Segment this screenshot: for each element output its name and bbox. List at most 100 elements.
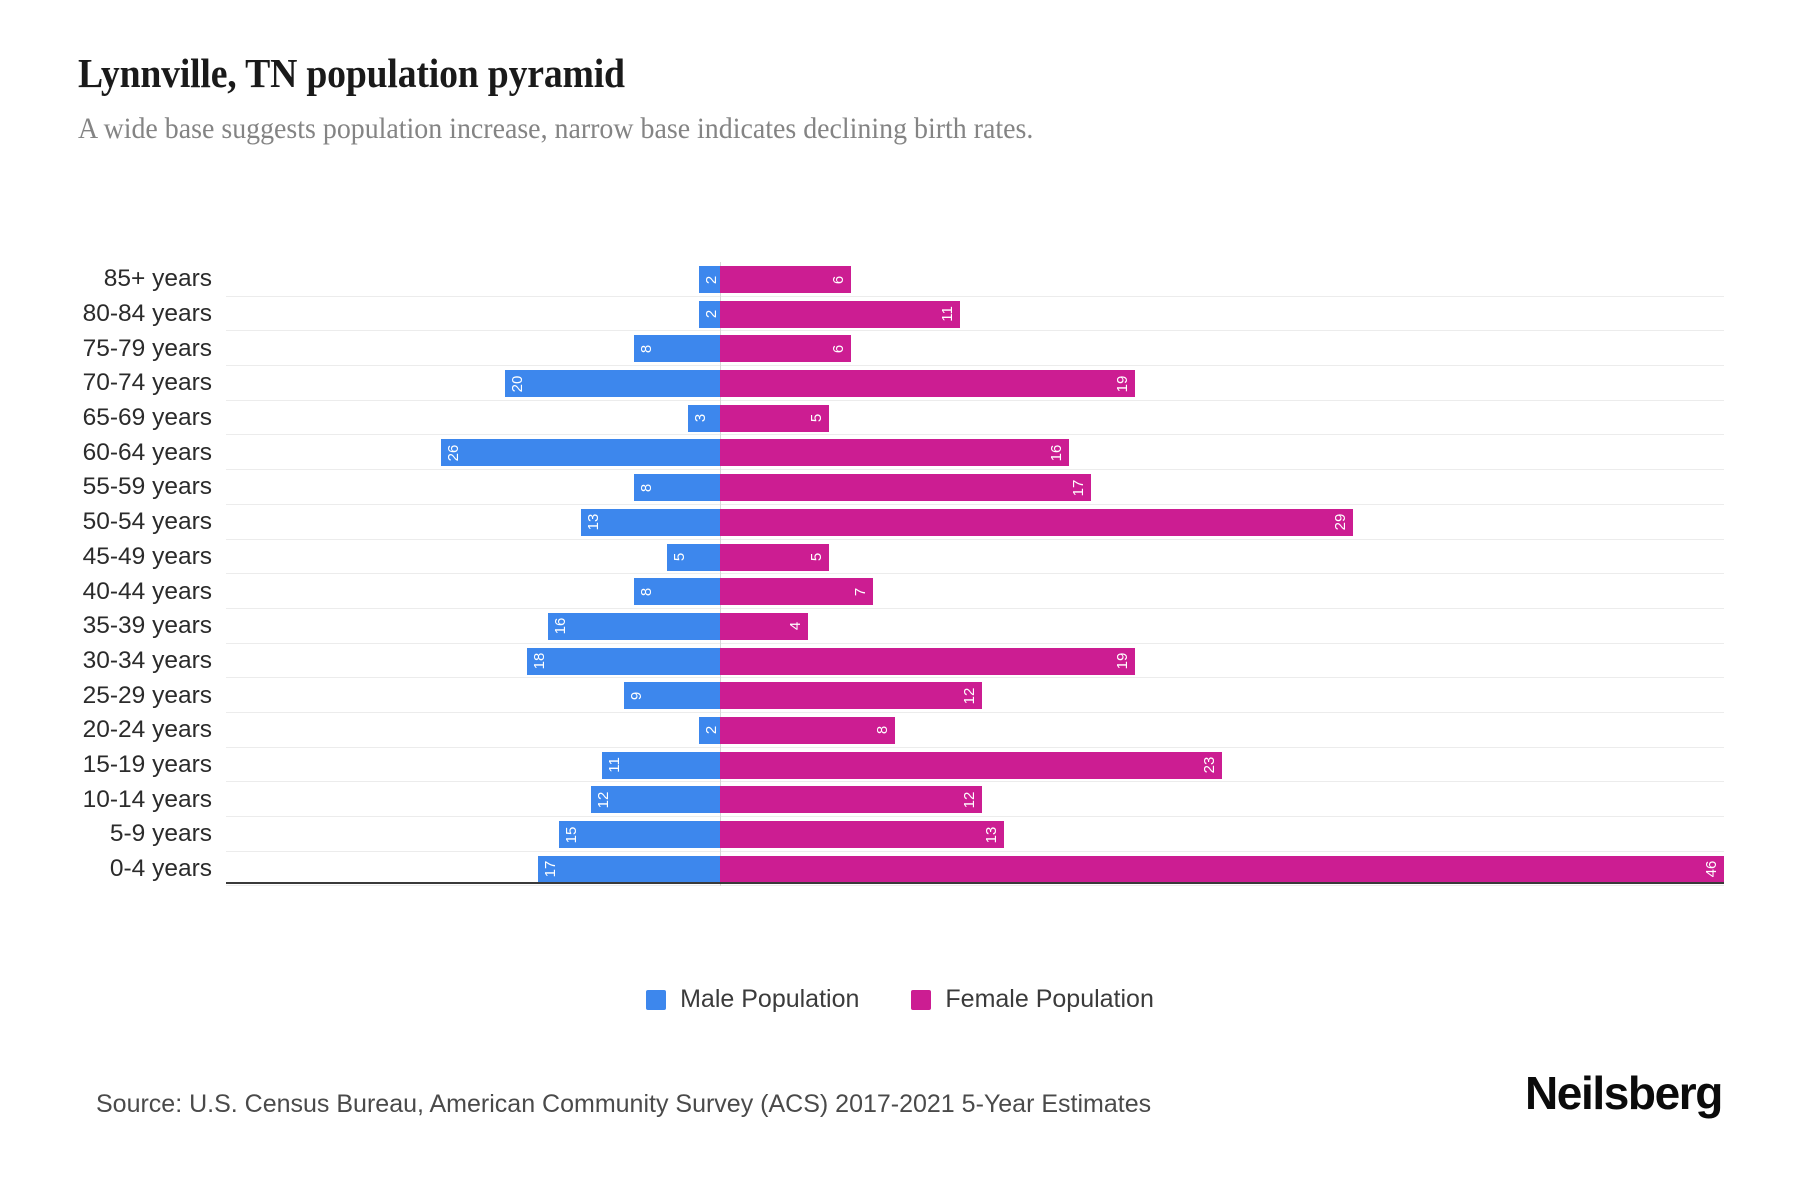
- chart-row: 45-49 years 5 5: [78, 539, 1724, 575]
- bar-male[interactable]: 2: [698, 266, 721, 293]
- chart-row: 35-39 years 16 4: [78, 608, 1724, 644]
- gridline: [226, 816, 1724, 817]
- bar-female[interactable]: 8: [720, 716, 895, 744]
- bar-value-male: 16: [552, 618, 570, 635]
- bar-value-male: 15: [563, 826, 581, 843]
- bar-male[interactable]: 26: [440, 439, 721, 467]
- bar-male[interactable]: 5: [666, 543, 721, 571]
- bar-female[interactable]: 17: [720, 474, 1092, 502]
- y-axis-label: 70-74 years: [82, 369, 212, 397]
- chart-row: 70-74 years 20 19: [78, 366, 1724, 401]
- bar-value-female: 46: [1702, 860, 1720, 878]
- row-track: 18 19: [226, 643, 1724, 679]
- gridline: [226, 503, 1724, 505]
- gridline: [226, 573, 1724, 575]
- gridline: [226, 330, 1724, 332]
- bar-value-male: 9: [627, 691, 645, 700]
- bar-male[interactable]: 8: [634, 474, 721, 502]
- bar-value-female: 7: [852, 587, 870, 596]
- bar-female[interactable]: 13: [720, 821, 1004, 848]
- bar-female[interactable]: 5: [720, 404, 830, 432]
- bar-value-male: 8: [638, 483, 656, 492]
- row-track: 2 11: [226, 296, 1724, 332]
- bar-female[interactable]: 19: [720, 370, 1135, 398]
- y-axis-label: 35-39 years: [82, 612, 212, 640]
- bar-male[interactable]: 18: [526, 647, 721, 675]
- bar-female[interactable]: 16: [720, 439, 1070, 467]
- gridline: [226, 885, 1724, 887]
- y-axis-label: 65-69 years: [82, 404, 212, 432]
- bar-female[interactable]: 6: [720, 335, 852, 363]
- chart-subtitle: A wide base suggests population increase…: [78, 112, 1034, 145]
- gridline: [226, 642, 1724, 644]
- y-axis-label: 15-19 years: [82, 750, 212, 778]
- bar-male[interactable]: 13: [580, 508, 721, 536]
- bar-value-female: 17: [1070, 479, 1088, 496]
- row-track: 20 19: [226, 366, 1724, 401]
- row-track: 26 16: [226, 435, 1724, 471]
- bar-value-female: 12: [961, 791, 979, 809]
- y-axis-label: 25-29 years: [82, 681, 212, 709]
- bar-value-male: 2: [702, 726, 720, 735]
- bar-female[interactable]: 23: [720, 751, 1223, 779]
- bar-value-male: 5: [670, 552, 688, 562]
- chart-row: 20-24 years 2 8: [78, 712, 1724, 748]
- gridline: [226, 711, 1724, 713]
- bar-value-female: 29: [1332, 513, 1350, 531]
- chart-row: 30-34 years 18 19: [78, 643, 1724, 679]
- gridline: [226, 399, 1724, 401]
- bar-female[interactable]: 11: [720, 300, 961, 328]
- bar-female[interactable]: 12: [720, 786, 983, 814]
- chart-row: 10-14 years 12 12: [78, 782, 1724, 817]
- bar-value-male: 13: [584, 513, 602, 531]
- gridline: [226, 434, 1724, 436]
- bar-female[interactable]: 12: [720, 682, 983, 710]
- bar-male[interactable]: 11: [602, 751, 721, 779]
- bar-value-male: 12: [595, 791, 613, 809]
- female-color-swatch-icon: [911, 989, 932, 1010]
- chart-row: 55-59 years 8 17: [78, 470, 1724, 505]
- y-axis-label: 10-14 years: [82, 785, 212, 813]
- bar-male[interactable]: 9: [623, 682, 721, 710]
- bar-female[interactable]: 6: [720, 266, 852, 293]
- legend-item-female[interactable]: Female Population: [911, 985, 1154, 1014]
- bar-value-female: 5: [808, 414, 826, 423]
- gridline: [226, 469, 1724, 471]
- chart-row: 40-44 years 8 7: [78, 574, 1724, 609]
- gridline: [226, 781, 1724, 783]
- bar-value-female: 13: [982, 826, 1000, 843]
- bar-male[interactable]: 8: [634, 578, 721, 606]
- bar-male[interactable]: 17: [537, 855, 721, 883]
- bar-value-male: 2: [702, 275, 720, 284]
- bar-male[interactable]: 2: [698, 716, 721, 744]
- bar-female[interactable]: 5: [720, 543, 830, 571]
- chart-row: 85+ years 2 6: [78, 262, 1724, 297]
- bar-male[interactable]: 20: [505, 370, 721, 398]
- bar-male[interactable]: 8: [634, 335, 721, 363]
- bar-value-female: 16: [1048, 444, 1066, 462]
- bar-female[interactable]: 7: [720, 578, 874, 606]
- bar-male[interactable]: 3: [688, 404, 721, 432]
- chart-header: Lynnville, TN population pyramid A wide …: [78, 48, 1718, 149]
- male-color-swatch-icon: [646, 989, 667, 1010]
- gridline: [226, 677, 1724, 679]
- bar-female[interactable]: 29: [720, 508, 1354, 536]
- row-track: 11 23: [226, 747, 1724, 783]
- bar-male[interactable]: 15: [559, 821, 721, 848]
- gridline: [226, 365, 1724, 367]
- bar-value-female: 19: [1113, 375, 1131, 392]
- y-axis-label: 75-79 years: [82, 334, 212, 362]
- bar-female[interactable]: 19: [720, 647, 1135, 675]
- gridline: [226, 538, 1724, 540]
- chart-row: 75-79 years 8 6: [78, 331, 1724, 367]
- bar-female[interactable]: 46: [720, 855, 1724, 883]
- bar-male[interactable]: 2: [698, 300, 721, 328]
- legend-item-male[interactable]: Male Population: [646, 985, 859, 1014]
- bar-male[interactable]: 16: [548, 612, 721, 640]
- bar-value-male: 8: [638, 344, 656, 354]
- bar-male[interactable]: 12: [591, 786, 721, 814]
- bar-female[interactable]: 4: [720, 612, 808, 640]
